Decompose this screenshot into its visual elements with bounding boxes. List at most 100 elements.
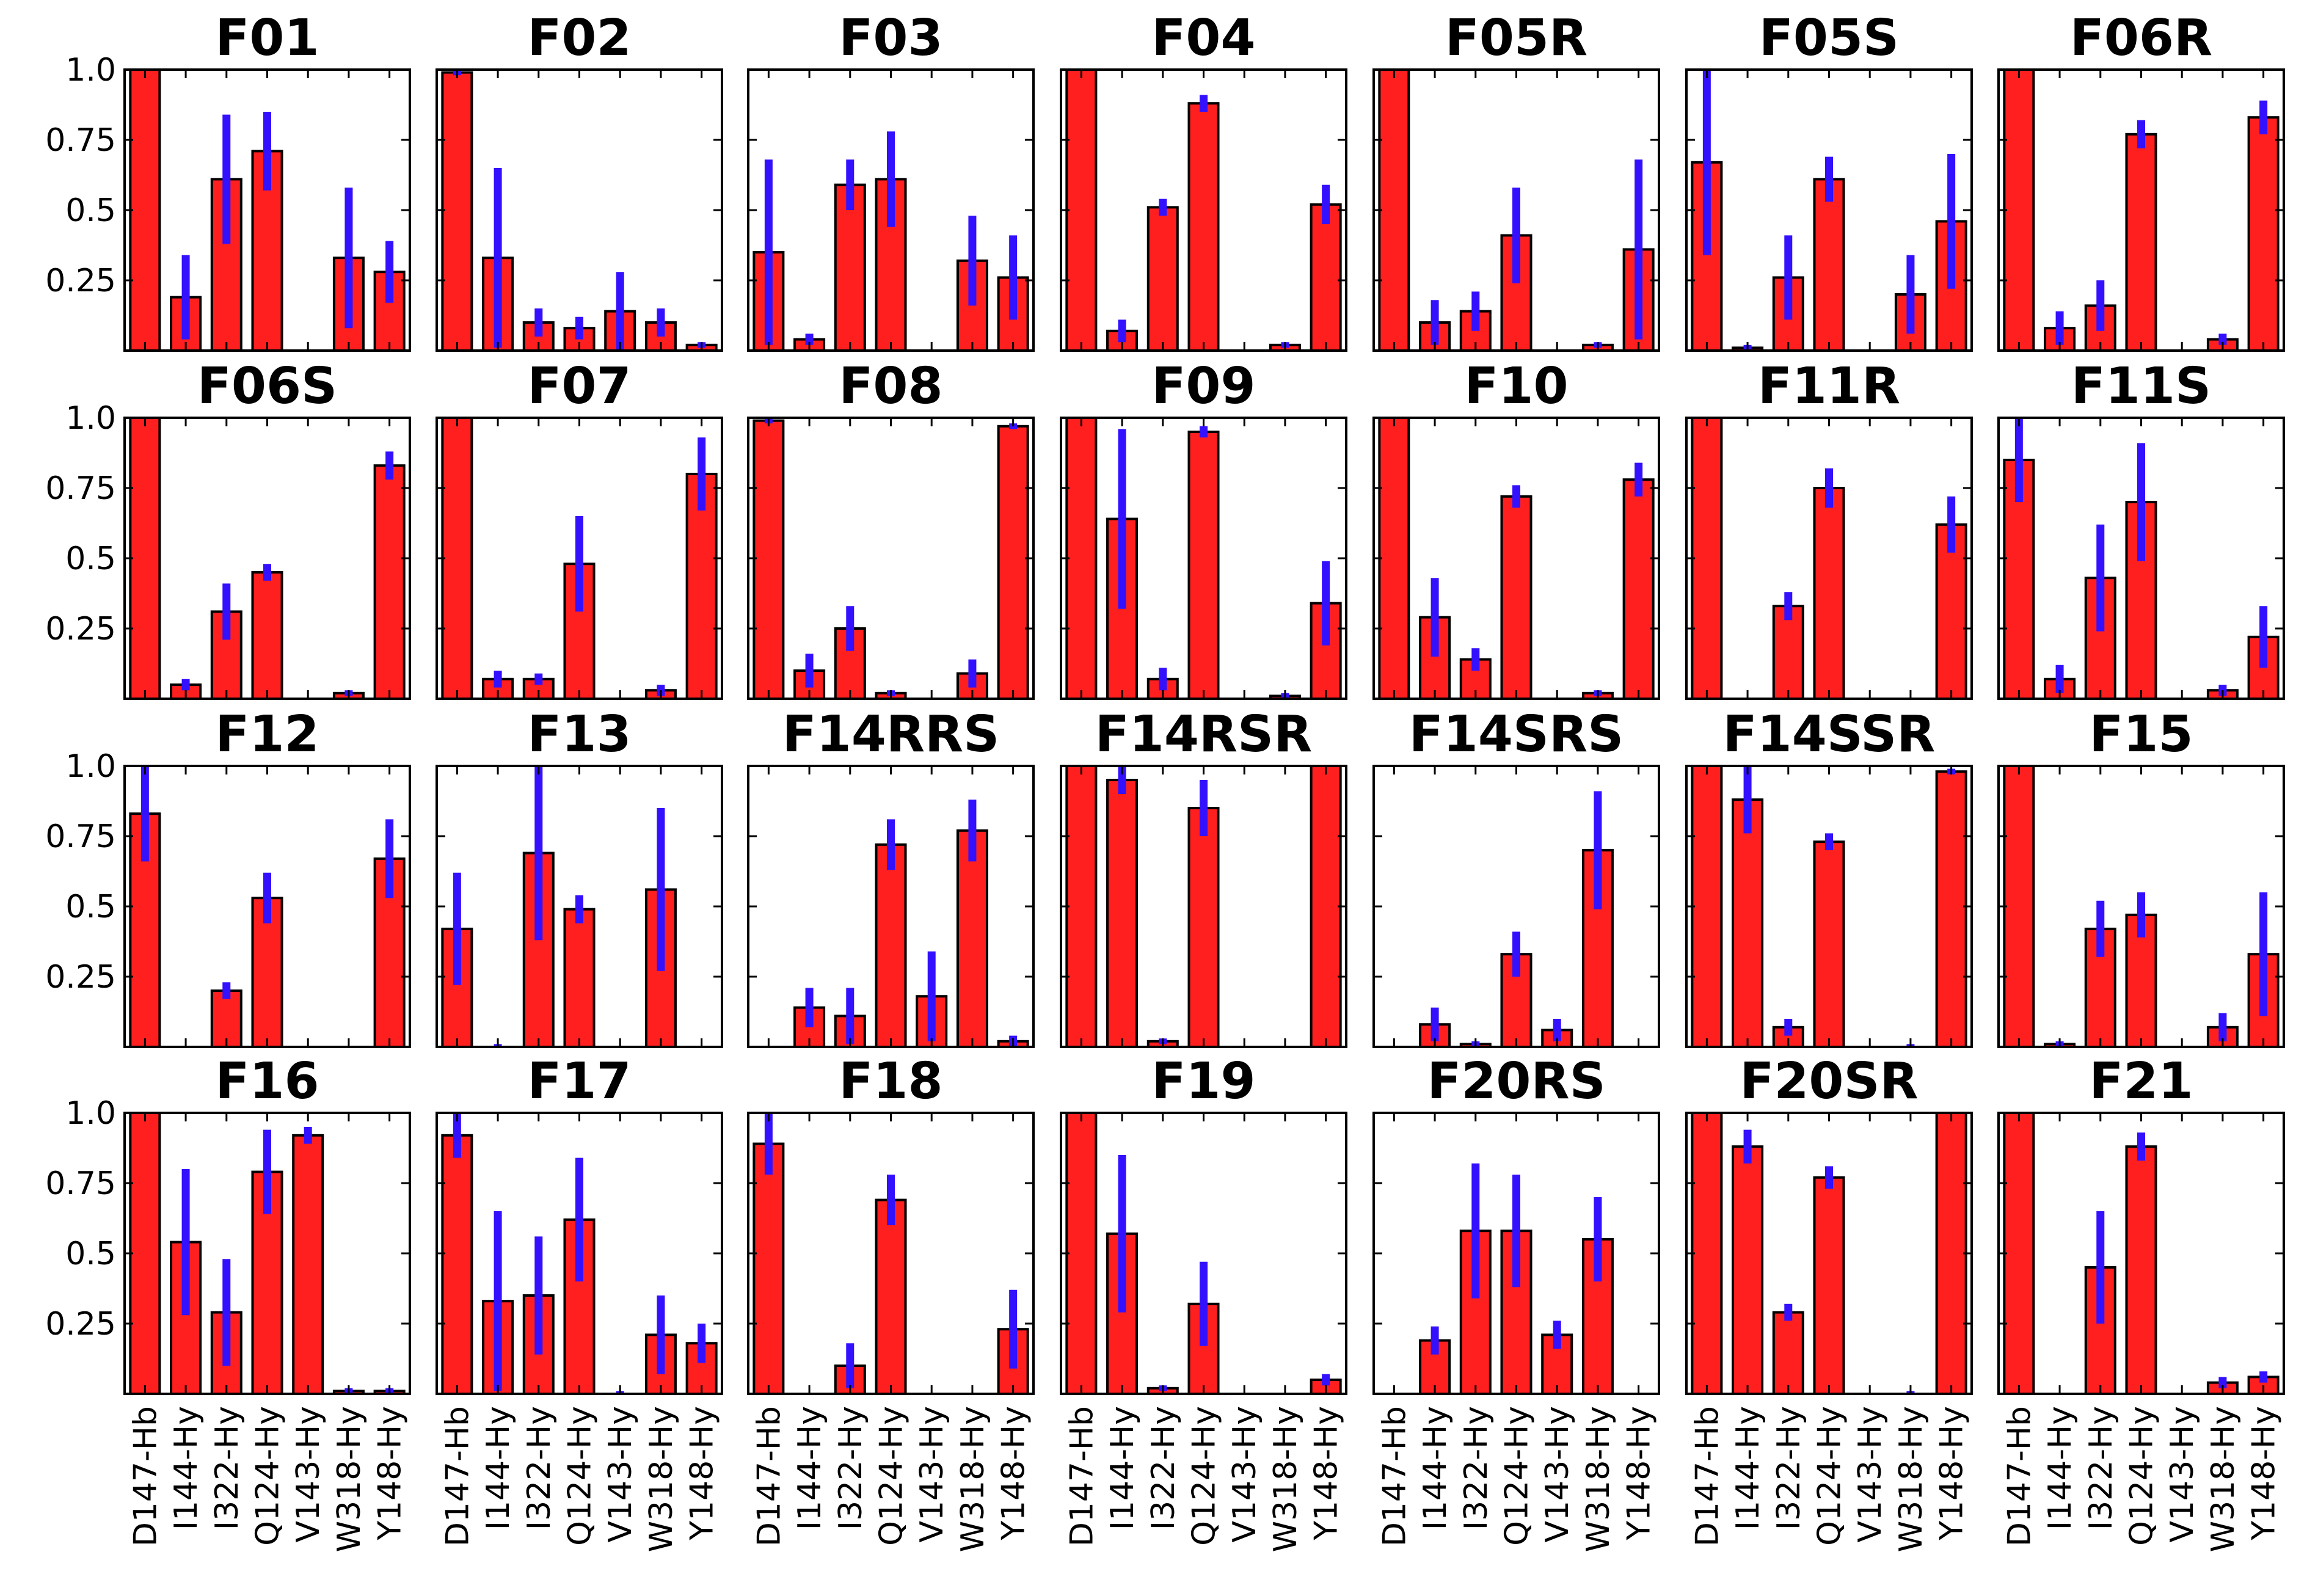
- bar-q124-hy: [2125, 133, 2157, 352]
- bar-w318-hy: [956, 829, 988, 1049]
- subplot-title: F06S: [197, 357, 337, 415]
- subplot-f15: F15: [1997, 705, 2285, 1049]
- subplot-title: F20SR: [1740, 1052, 1918, 1110]
- x-tick-label: W318-Hy: [643, 1406, 680, 1552]
- subplot-title: F14RRS: [782, 705, 999, 763]
- bar-y148-hy: [685, 473, 718, 700]
- y-tick-label: 1.0: [65, 748, 116, 785]
- subplot-title: F16: [215, 1052, 319, 1110]
- x-tick-label: V143-Hy: [2164, 1406, 2201, 1542]
- y-tick-label: 1.0: [65, 1095, 116, 1132]
- subplot-f16: F16 0.25 0.5 0.75 1.0 D147-Hb I144-Hy I322-Hy Q1…: [45, 1052, 411, 1552]
- x-tick-label: Y148-Hy: [2246, 1406, 2283, 1541]
- bar-d147-hb: [1691, 1112, 1723, 1395]
- bar-d147-hb: [1065, 68, 1098, 352]
- subplot-f06s: F06S 0.25 0.5 0.75 1.0: [45, 357, 411, 701]
- bar-q124-hy: [251, 571, 283, 700]
- subplot-title: F07: [527, 357, 631, 415]
- subplot-title: F11R: [1758, 357, 1900, 415]
- bar-d147-hb: [753, 1142, 785, 1395]
- bar-d147-hb: [1065, 765, 1098, 1048]
- subplot-title: F10: [1464, 357, 1568, 415]
- x-tick-label: I322-Hy: [1771, 1406, 1807, 1530]
- subplot-f02: F02: [436, 9, 723, 352]
- x-tick-label: I322-Hy: [521, 1406, 558, 1530]
- x-tick-label: Q124-Hy: [562, 1406, 599, 1546]
- subplot-f13: F13: [436, 705, 723, 1049]
- bar-v143-hy: [292, 1134, 324, 1396]
- bar-q124-hy: [1500, 495, 1533, 700]
- subplot-f20sr: F20SR D147-Hb I144-Hy I322-Hy Q124-Hy V143-Hy…: [1685, 1052, 1973, 1552]
- bar-q124-hy: [1813, 487, 1845, 700]
- bar-q124-hy: [2125, 1145, 2157, 1395]
- bar-i144-hy: [1732, 798, 1764, 1048]
- bar-q124-hy: [1813, 1176, 1845, 1396]
- subplot-f10: F10: [1372, 357, 1660, 701]
- subplot-title: F21: [2089, 1052, 2193, 1110]
- x-tick-label: I322-Hy: [209, 1406, 246, 1530]
- y-tick-label: 0.5: [65, 889, 116, 925]
- subplot-f05r: F05R: [1372, 9, 1660, 352]
- x-tick-label: W318-Hy: [2205, 1406, 2242, 1552]
- x-tick-label: Q124-Hy: [1499, 1406, 1536, 1546]
- x-tick-label: W318-Hy: [1267, 1406, 1304, 1552]
- subplot-title: F15: [2089, 705, 2193, 763]
- bar-d147-hb: [1691, 417, 1723, 700]
- y-tick-label: 0.5: [65, 192, 116, 229]
- x-tick-label: V143-Hy: [1852, 1406, 1889, 1542]
- x-tick-label: D147-Hb: [1376, 1406, 1413, 1547]
- x-tick-label: V143-Hy: [290, 1406, 327, 1542]
- bar-q124-hy: [1813, 178, 1845, 352]
- subplot-f01: F01 0.25 0.5 0.75 1.0: [45, 9, 411, 352]
- bar-d147-hb: [1378, 68, 1410, 352]
- bar-q124-hy: [1187, 807, 1220, 1048]
- subplot-title: F01: [215, 9, 319, 67]
- y-tick-label: 0.5: [65, 1236, 116, 1272]
- x-tick-label: D147-Hb: [1689, 1406, 1726, 1547]
- subplot-f14rsr: F14RSR: [1060, 705, 1347, 1049]
- x-tick-label: I322-Hy: [2083, 1406, 2119, 1530]
- subplot-f18: F18 D147-Hb I144-Hy I322-Hy Q124-Hy V143-Hy W3…: [747, 1052, 1035, 1552]
- x-tick-label: D147-Hb: [127, 1406, 164, 1547]
- bar-q124-hy: [875, 1198, 907, 1395]
- subplot-f09: F09: [1060, 357, 1347, 701]
- x-tick-label: Q124-Hy: [873, 1406, 910, 1546]
- x-tick-label: V143-Hy: [1539, 1406, 1576, 1542]
- subplot-f04: F04: [1060, 9, 1347, 352]
- subplot-title: F19: [1151, 1052, 1255, 1110]
- subplot-title: F02: [527, 9, 631, 67]
- subplot-title: F03: [839, 9, 942, 67]
- bar-y148-hy: [373, 271, 406, 352]
- subplot-f07: F07: [436, 357, 723, 701]
- x-tick-label: Q124-Hy: [1812, 1406, 1848, 1546]
- y-tick-label: 1.0: [65, 52, 116, 89]
- x-tick-label: W318-Hy: [331, 1406, 368, 1552]
- bar-d147-hb: [129, 1112, 161, 1395]
- subplot-f20rs: F20RS D147-Hb I144-Hy I322-Hy Q124-Hy V143-Hy…: [1372, 1052, 1660, 1552]
- x-tick-label: I322-Hy: [1458, 1406, 1495, 1530]
- subplot-title: F12: [215, 705, 319, 763]
- subplot-title: F09: [1151, 357, 1255, 415]
- bar-d147-hb: [753, 419, 785, 700]
- subplot-f21: F21 D147-Hb I144-Hy I322-Hy Q124-Hy V143-Hy W3…: [1997, 1052, 2285, 1552]
- bar-d147-hb: [1065, 1112, 1098, 1395]
- y-tick-label: 1.0: [65, 400, 116, 437]
- x-tick-label: I144-Hy: [480, 1406, 517, 1530]
- subplot-f11s: F11S: [1997, 357, 2285, 701]
- y-tick-label: 0.25: [45, 959, 116, 996]
- subplot-title: F06R: [2070, 9, 2212, 67]
- bar-d147-hb: [441, 71, 473, 352]
- x-tick-label: Y148-Hy: [1308, 1406, 1345, 1541]
- bar-d147-hb: [2003, 765, 2035, 1048]
- y-tick-label: 0.75: [45, 470, 116, 507]
- bar-d147-hb: [1378, 417, 1410, 700]
- x-tick-label: Q124-Hy: [250, 1406, 286, 1546]
- y-tick-label: 0.25: [45, 611, 116, 647]
- bar-d147-hb: [129, 68, 161, 352]
- subplot-f06r: F06R: [1997, 9, 2285, 352]
- subplot-f17: F17 D147-Hb I144-Hy I322-Hy Q124-Hy V143-Hy W3…: [436, 1052, 723, 1552]
- bar-y148-hy: [373, 464, 406, 700]
- x-tick-label: Y148-Hy: [684, 1406, 721, 1541]
- subplot-f12: F12 0.25 0.5 0.75 1.0: [45, 705, 411, 1049]
